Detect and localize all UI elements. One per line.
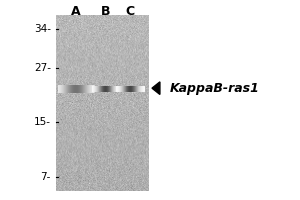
Text: A: A (71, 5, 80, 18)
Text: 7-: 7- (40, 172, 51, 182)
Text: KappaB-ras1: KappaB-ras1 (170, 82, 260, 95)
Text: 34-: 34- (34, 24, 51, 34)
Text: 27-: 27- (34, 63, 51, 73)
Text: B: B (101, 5, 110, 18)
Text: C: C (126, 5, 135, 18)
Polygon shape (152, 82, 160, 94)
Text: 15-: 15- (34, 117, 51, 127)
